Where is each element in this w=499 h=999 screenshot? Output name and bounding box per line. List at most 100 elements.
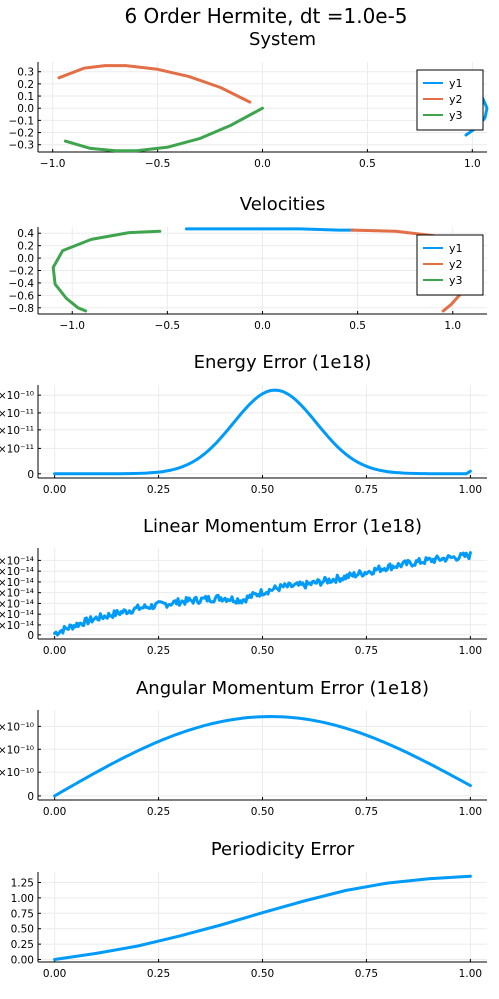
legend-label: y1 bbox=[449, 242, 463, 255]
y-tick-label: 0 bbox=[27, 469, 34, 481]
y-tick-label: 0.2 bbox=[17, 79, 34, 91]
x-tick-label: 0.50 bbox=[251, 484, 274, 496]
y-tick-label: 0 bbox=[27, 630, 34, 642]
y-tick-label: 1.25 bbox=[11, 877, 34, 889]
x-tick-label: 0.75 bbox=[355, 968, 378, 980]
panel-1: System−1.0 −0.5 0.0 0.5 1.00.30.20.10.0−0.1−… bbox=[9, 29, 489, 170]
y-tick-label: 0.3 bbox=[17, 67, 34, 79]
y-tick-label: ×10⁻¹⁰ bbox=[0, 767, 34, 779]
grid bbox=[38, 710, 487, 800]
x-tick-label: 0.50 bbox=[251, 968, 274, 980]
series-line-y2 bbox=[57, 64, 252, 104]
y-tick-label: 0.4 bbox=[17, 228, 34, 240]
legend: y1 y2 y3 bbox=[416, 234, 484, 296]
x-tick-label: 0.25 bbox=[147, 484, 170, 496]
series-line-y3 bbox=[51, 229, 162, 313]
y-tick-label: ×10⁻¹⁰ bbox=[0, 390, 34, 402]
y-tick-label: ×10⁻¹¹ bbox=[0, 443, 34, 455]
x-tick-label: 0.00 bbox=[43, 968, 66, 980]
series-line-y1 bbox=[184, 227, 356, 232]
series-line-y1 bbox=[53, 551, 472, 637]
legend-label: y2 bbox=[449, 258, 463, 271]
y-tick-label: −0.4 bbox=[9, 278, 35, 290]
x-tick-label: 0.00 bbox=[43, 806, 66, 818]
x-tick-label: 0.50 bbox=[251, 806, 274, 818]
panel-3: Energy Error (1e18) 0.00 0.25 0.50 0.75 1.00 ×… bbox=[0, 352, 487, 496]
x-tick-label: 0.5 bbox=[349, 320, 366, 332]
legend-label: y1 bbox=[449, 77, 463, 90]
panel-5: Angular Momentum Error (1e18) 0.00 0.25 0.5… bbox=[0, 678, 487, 818]
panel-title: Periodicity Error bbox=[211, 839, 355, 860]
x-tick-label: 0.5 bbox=[359, 158, 376, 170]
y-tick-label: ×10⁻¹⁴ bbox=[0, 577, 34, 589]
y-tick-label: 0.00 bbox=[11, 955, 34, 967]
x-tick-label: 0.25 bbox=[147, 806, 170, 818]
y-tick-label: 1.00 bbox=[11, 893, 34, 905]
grid bbox=[38, 385, 487, 478]
panel-title: Angular Momentum Error (1e18) bbox=[136, 678, 429, 699]
series-line-y1 bbox=[53, 874, 472, 961]
y-tick-label: 0.25 bbox=[11, 939, 34, 951]
x-tick-label: 1.00 bbox=[459, 484, 482, 496]
grid bbox=[38, 872, 487, 962]
x-tick-label: 0.25 bbox=[147, 968, 170, 980]
x-tick-label: 1.00 bbox=[459, 645, 482, 657]
y-tick-label: ×10⁻¹⁴ bbox=[0, 566, 34, 578]
series-line-y1 bbox=[53, 388, 472, 476]
grid bbox=[38, 548, 487, 639]
panel-2: Velocities−1.0 −0.5 0.0 0.5 1.00.40.20.0−0.2… bbox=[9, 194, 487, 332]
x-tick-label: 0.25 bbox=[147, 645, 170, 657]
x-tick-label: 0.50 bbox=[251, 645, 274, 657]
y-tick-label: ×10⁻¹⁴ bbox=[0, 588, 34, 600]
legend-label: y3 bbox=[449, 109, 463, 122]
x-tick-label: 0.75 bbox=[355, 645, 378, 657]
y-tick-label: ×10⁻¹¹ bbox=[0, 408, 34, 420]
panel-4: Linear Momentum Error (1e18) 0.00 0.25 0.50… bbox=[0, 516, 487, 657]
figure-title: 6 Order Hermite, dt =1.0e-5 bbox=[124, 4, 407, 28]
series-line-y1 bbox=[53, 715, 472, 798]
y-tick-label: ×10⁻¹⁴ bbox=[0, 598, 34, 610]
x-tick-label: −1.0 bbox=[59, 320, 85, 332]
x-tick-label: 0.00 bbox=[43, 645, 66, 657]
y-tick-label: −0.1 bbox=[9, 115, 35, 127]
x-tick-label: 1.00 bbox=[459, 806, 482, 818]
x-tick-label: 0.0 bbox=[254, 158, 271, 170]
x-tick-label: 1.0 bbox=[464, 158, 481, 170]
panel-title: Energy Error (1e18) bbox=[194, 352, 372, 373]
panel-title: System bbox=[249, 29, 316, 50]
y-tick-label: −0.2 bbox=[9, 266, 35, 278]
series-line-y3 bbox=[63, 106, 264, 153]
x-tick-label: −1.0 bbox=[40, 158, 66, 170]
y-tick-label: −0.2 bbox=[9, 128, 35, 140]
legend: y1 y2 y3 bbox=[416, 69, 484, 131]
x-tick-label: 0.0 bbox=[254, 320, 271, 332]
y-tick-label: ×10⁻¹⁰ bbox=[0, 744, 34, 756]
x-tick-label: 0.75 bbox=[355, 806, 378, 818]
y-tick-label: 0 bbox=[27, 791, 34, 803]
plot-panels: System−1.0 −0.5 0.0 0.5 1.00.30.20.10.0−0.1−… bbox=[0, 29, 489, 980]
y-tick-label: 0.50 bbox=[11, 924, 34, 936]
y-tick-label: ×10⁻¹⁴ bbox=[0, 555, 34, 567]
legend-label: y3 bbox=[449, 274, 463, 287]
x-tick-label: −0.5 bbox=[145, 158, 171, 170]
legend-label: y2 bbox=[449, 93, 463, 106]
y-tick-label: 0.0 bbox=[17, 253, 34, 265]
panel-title: Velocities bbox=[240, 194, 325, 215]
y-tick-label: ×10⁻¹¹ bbox=[0, 425, 34, 437]
y-tick-label: ×10⁻¹⁴ bbox=[0, 620, 34, 632]
y-tick-label: 0.0 bbox=[17, 103, 34, 115]
y-tick-label: ×10⁻¹⁰ bbox=[0, 721, 34, 733]
y-tick-label: −0.6 bbox=[9, 290, 35, 302]
y-tick-label: ×10⁻¹⁴ bbox=[0, 609, 34, 621]
panel-6: Periodicity Error 0.00 0.25 0.50 0.75 1.00 1.2… bbox=[11, 839, 487, 980]
y-tick-label: −0.8 bbox=[9, 303, 35, 315]
x-tick-label: 0.00 bbox=[43, 484, 66, 496]
y-tick-label: 0.75 bbox=[11, 908, 34, 920]
x-tick-label: 0.75 bbox=[355, 484, 378, 496]
panel-title: Linear Momentum Error (1e18) bbox=[143, 516, 422, 537]
x-tick-label: 1.00 bbox=[459, 968, 482, 980]
y-tick-label: 0.1 bbox=[17, 91, 34, 103]
x-tick-label: 1.0 bbox=[444, 320, 461, 332]
y-tick-label: −0.3 bbox=[9, 140, 35, 152]
